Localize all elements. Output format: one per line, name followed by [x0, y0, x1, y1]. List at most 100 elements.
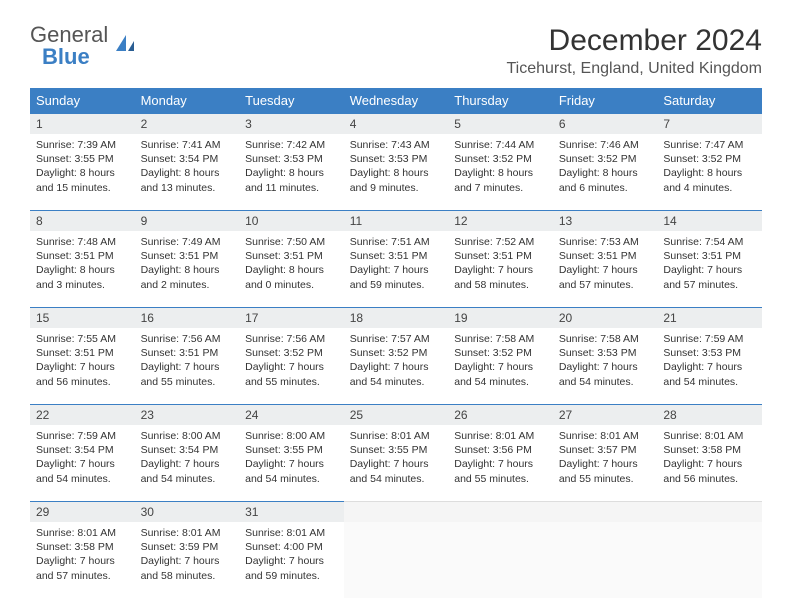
sunrise-text: Sunrise: 7:53 AM	[559, 235, 652, 249]
sunrise-text: Sunrise: 8:01 AM	[663, 429, 756, 443]
day-number-cell: 28	[657, 405, 762, 426]
day-number-cell: 9	[135, 211, 240, 232]
sunset-text: Sunset: 3:56 PM	[454, 443, 547, 457]
day-number-cell: 30	[135, 502, 240, 523]
daynum-row: 1234567	[30, 114, 762, 135]
day-number-cell: 13	[553, 211, 658, 232]
day-number-cell	[448, 502, 553, 523]
daylight-text: Daylight: 7 hours and 59 minutes.	[245, 554, 338, 582]
day-number-cell: 25	[344, 405, 449, 426]
content-row: Sunrise: 7:59 AMSunset: 3:54 PMDaylight:…	[30, 425, 762, 502]
content-row: Sunrise: 7:39 AMSunset: 3:55 PMDaylight:…	[30, 134, 762, 211]
daylight-text: Daylight: 8 hours and 13 minutes.	[141, 166, 234, 194]
sunrise-text: Sunrise: 8:01 AM	[141, 526, 234, 540]
day-content-cell: Sunrise: 7:50 AMSunset: 3:51 PMDaylight:…	[239, 231, 344, 308]
sunset-text: Sunset: 3:59 PM	[141, 540, 234, 554]
sunrise-text: Sunrise: 8:00 AM	[141, 429, 234, 443]
daylight-text: Daylight: 8 hours and 0 minutes.	[245, 263, 338, 291]
daynum-row: 22232425262728	[30, 405, 762, 426]
sunrise-text: Sunrise: 7:55 AM	[36, 332, 129, 346]
daylight-text: Daylight: 7 hours and 57 minutes.	[663, 263, 756, 291]
day-number-cell: 2	[135, 114, 240, 135]
sunset-text: Sunset: 3:51 PM	[350, 249, 443, 263]
weekday-header: Thursday	[448, 88, 553, 114]
day-content-cell	[448, 522, 553, 598]
day-number-cell: 29	[30, 502, 135, 523]
day-number-cell: 12	[448, 211, 553, 232]
sunrise-text: Sunrise: 7:51 AM	[350, 235, 443, 249]
brand-blue: Blue	[30, 44, 90, 69]
day-content-cell: Sunrise: 7:44 AMSunset: 3:52 PMDaylight:…	[448, 134, 553, 211]
daylight-text: Daylight: 7 hours and 56 minutes.	[36, 360, 129, 388]
day-content-cell: Sunrise: 7:54 AMSunset: 3:51 PMDaylight:…	[657, 231, 762, 308]
sunset-text: Sunset: 3:57 PM	[559, 443, 652, 457]
day-content-cell: Sunrise: 7:42 AMSunset: 3:53 PMDaylight:…	[239, 134, 344, 211]
day-content-cell	[657, 522, 762, 598]
sunset-text: Sunset: 3:54 PM	[141, 152, 234, 166]
day-content-cell	[553, 522, 658, 598]
daylight-text: Daylight: 7 hours and 57 minutes.	[559, 263, 652, 291]
day-number-cell: 10	[239, 211, 344, 232]
content-row: Sunrise: 7:48 AMSunset: 3:51 PMDaylight:…	[30, 231, 762, 308]
day-content-cell: Sunrise: 8:01 AMSunset: 3:56 PMDaylight:…	[448, 425, 553, 502]
weekday-header: Friday	[553, 88, 658, 114]
day-number-cell: 3	[239, 114, 344, 135]
day-number-cell: 1	[30, 114, 135, 135]
day-content-cell: Sunrise: 7:48 AMSunset: 3:51 PMDaylight:…	[30, 231, 135, 308]
daylight-text: Daylight: 8 hours and 15 minutes.	[36, 166, 129, 194]
day-number-cell	[344, 502, 449, 523]
sunrise-text: Sunrise: 7:57 AM	[350, 332, 443, 346]
sunset-text: Sunset: 3:52 PM	[454, 346, 547, 360]
brand-logo: General Blue	[30, 24, 138, 68]
day-number-cell: 15	[30, 308, 135, 329]
sunrise-text: Sunrise: 8:01 AM	[454, 429, 547, 443]
daylight-text: Daylight: 7 hours and 54 minutes.	[559, 360, 652, 388]
title-block: December 2024 Ticehurst, England, United…	[506, 24, 762, 78]
day-number-cell: 24	[239, 405, 344, 426]
weekday-header: Monday	[135, 88, 240, 114]
sunrise-text: Sunrise: 7:47 AM	[663, 138, 756, 152]
sunrise-text: Sunrise: 7:50 AM	[245, 235, 338, 249]
sunrise-text: Sunrise: 7:59 AM	[663, 332, 756, 346]
daylight-text: Daylight: 8 hours and 3 minutes.	[36, 263, 129, 291]
sunrise-text: Sunrise: 7:54 AM	[663, 235, 756, 249]
daylight-text: Daylight: 7 hours and 59 minutes.	[350, 263, 443, 291]
sunset-text: Sunset: 3:54 PM	[141, 443, 234, 457]
header: General Blue December 2024 Ticehurst, En…	[30, 24, 762, 78]
day-number-cell: 8	[30, 211, 135, 232]
sunset-text: Sunset: 3:52 PM	[454, 152, 547, 166]
day-content-cell: Sunrise: 8:01 AMSunset: 3:59 PMDaylight:…	[135, 522, 240, 598]
day-content-cell: Sunrise: 7:58 AMSunset: 3:53 PMDaylight:…	[553, 328, 658, 405]
sunset-text: Sunset: 3:58 PM	[663, 443, 756, 457]
day-content-cell: Sunrise: 7:58 AMSunset: 3:52 PMDaylight:…	[448, 328, 553, 405]
day-number-cell: 22	[30, 405, 135, 426]
day-number-cell: 5	[448, 114, 553, 135]
day-content-cell: Sunrise: 7:43 AMSunset: 3:53 PMDaylight:…	[344, 134, 449, 211]
day-number-cell: 14	[657, 211, 762, 232]
day-content-cell: Sunrise: 7:52 AMSunset: 3:51 PMDaylight:…	[448, 231, 553, 308]
daylight-text: Daylight: 8 hours and 7 minutes.	[454, 166, 547, 194]
sunrise-text: Sunrise: 8:01 AM	[350, 429, 443, 443]
sunset-text: Sunset: 3:51 PM	[36, 346, 129, 360]
brand-general: General	[30, 24, 108, 46]
day-number-cell: 4	[344, 114, 449, 135]
daylight-text: Daylight: 7 hours and 57 minutes.	[36, 554, 129, 582]
day-content-cell: Sunrise: 8:01 AMSunset: 4:00 PMDaylight:…	[239, 522, 344, 598]
day-content-cell: Sunrise: 7:56 AMSunset: 3:52 PMDaylight:…	[239, 328, 344, 405]
sunset-text: Sunset: 3:58 PM	[36, 540, 129, 554]
day-content-cell	[344, 522, 449, 598]
daylight-text: Daylight: 7 hours and 54 minutes.	[141, 457, 234, 485]
day-content-cell: Sunrise: 7:47 AMSunset: 3:52 PMDaylight:…	[657, 134, 762, 211]
sunrise-text: Sunrise: 8:00 AM	[245, 429, 338, 443]
day-number-cell: 31	[239, 502, 344, 523]
sunset-text: Sunset: 3:52 PM	[663, 152, 756, 166]
calendar-table: Sunday Monday Tuesday Wednesday Thursday…	[30, 88, 762, 598]
day-content-cell: Sunrise: 7:46 AMSunset: 3:52 PMDaylight:…	[553, 134, 658, 211]
day-content-cell: Sunrise: 7:56 AMSunset: 3:51 PMDaylight:…	[135, 328, 240, 405]
day-content-cell: Sunrise: 7:41 AMSunset: 3:54 PMDaylight:…	[135, 134, 240, 211]
sunset-text: Sunset: 3:51 PM	[141, 346, 234, 360]
weekday-header-row: Sunday Monday Tuesday Wednesday Thursday…	[30, 88, 762, 114]
daylight-text: Daylight: 7 hours and 58 minutes.	[141, 554, 234, 582]
sunrise-text: Sunrise: 8:01 AM	[245, 526, 338, 540]
daylight-text: Daylight: 7 hours and 54 minutes.	[454, 360, 547, 388]
